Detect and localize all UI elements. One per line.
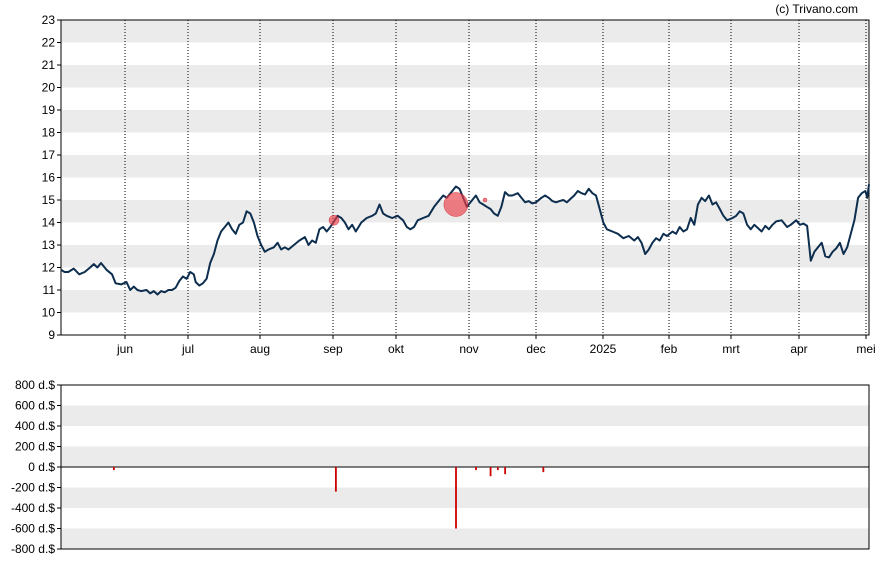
grid-band [61, 155, 869, 178]
grid-band [61, 528, 869, 549]
transaction-bar [496, 467, 499, 471]
transaction-marker [328, 215, 340, 226]
grid-band [61, 487, 869, 508]
y-tick-label: 23 [42, 13, 56, 27]
y-tick-label: 17 [42, 148, 56, 162]
y-tick-label: 19 [42, 103, 56, 117]
y-tick-label: 13 [42, 238, 56, 252]
grid-band [61, 245, 869, 268]
x-tick-label: 2025 [590, 342, 617, 356]
transaction-bar [504, 467, 507, 475]
transaction-marker [482, 197, 488, 203]
y-tick-label: -200 d.$ [11, 481, 55, 495]
transaction-bar [489, 467, 492, 477]
x-tick-label: sep [323, 342, 343, 356]
y-tick-label: 20 [42, 81, 56, 95]
transaction-bar [475, 467, 477, 471]
transaction-bar [112, 467, 115, 471]
x-tick-label: dec [526, 342, 545, 356]
x-tick-label: jun [116, 342, 133, 356]
x-tick-label: nov [459, 342, 478, 356]
x-tick-label: okt [388, 342, 405, 356]
y-tick-label: 9 [48, 328, 55, 342]
y-tick-label: -600 d.$ [11, 522, 55, 536]
transaction-chart: -800 d.$ -600 d.$ -400 d.$ -200 d.$ 0 d.$ 200… [11, 378, 870, 556]
y-tick-label: -800 d.$ [11, 542, 55, 556]
transaction-bar [334, 467, 337, 492]
credit-text: (c) Trivano.com [775, 2, 858, 16]
x-tick-label: apr [790, 342, 807, 356]
transaction-bar [455, 467, 457, 529]
price-series-line [60, 184, 870, 296]
grid-band [61, 405, 869, 426]
y-tick-label: 22 [42, 36, 56, 50]
x-tick-label: mei [856, 342, 875, 356]
y-tick-label: 15 [42, 193, 56, 207]
grid-band [61, 446, 869, 467]
y-tick-label: 200 d.$ [15, 440, 55, 454]
y-tick-label: -400 d.$ [11, 501, 55, 515]
y-tick-label: 16 [42, 171, 56, 185]
x-tick-label: feb [661, 342, 678, 356]
y-tick-label: 800 d.$ [15, 378, 55, 392]
y-tick-label: 400 d.$ [15, 419, 55, 433]
grid-band [61, 20, 869, 43]
y-tick-label: 21 [42, 58, 56, 72]
x-tick-label: mrt [722, 342, 740, 356]
x-tick-label: jul [181, 342, 194, 356]
y-tick-label: 0 d.$ [28, 460, 55, 474]
grid-band [61, 290, 869, 313]
y-tick-label: 18 [42, 126, 56, 140]
x-tick-label: aug [250, 342, 270, 356]
y-tick-label: 10 [42, 306, 56, 320]
transaction-marker [443, 192, 469, 217]
price-chart: 9 10 11 12 13 14 15 16 17 18 19 20 21 22 23 jun jul aug se… [42, 13, 876, 356]
grid-band [61, 65, 869, 88]
y-tick-label: 11 [43, 283, 56, 297]
grid-band [61, 110, 869, 133]
y-tick-label: 12 [42, 261, 56, 275]
y-tick-label: 600 d.$ [15, 399, 55, 413]
y-tick-label: 14 [42, 216, 56, 230]
transaction-bar [542, 467, 545, 473]
